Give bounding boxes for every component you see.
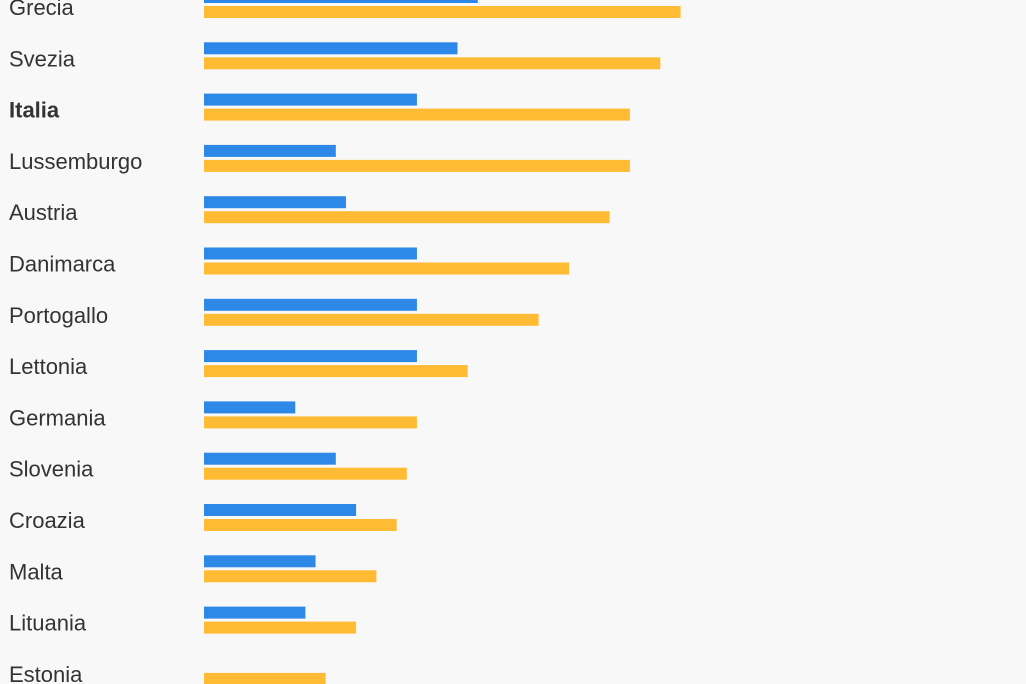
bar-series2-danimarca — [204, 262, 570, 275]
category-label-croazia: Croazia — [9, 508, 86, 533]
bar-series1-portogallo — [204, 298, 417, 311]
bar-series1-grecia — [204, 0, 478, 3]
bar-series2-austria — [204, 211, 610, 224]
category-label-lettonia: Lettonia — [9, 354, 88, 379]
bar-series1-svezia — [204, 42, 458, 55]
bar-series2-italia — [204, 108, 630, 121]
bar-series1-croazia — [204, 504, 357, 516]
bar-series1-germania — [204, 401, 296, 414]
category-label-lussemburgo: Lussemburgo — [9, 149, 142, 174]
bar-series1-lussemburgo — [204, 144, 336, 157]
bar-series1-austria — [204, 196, 346, 209]
bar-series2-portogallo — [204, 313, 539, 326]
bar-series2-lituania — [204, 621, 357, 634]
bar-series1-slovenia — [204, 452, 336, 465]
bars — [204, 0, 681, 684]
bar-series1-danimarca — [204, 247, 417, 260]
bar-series2-lussemburgo — [204, 159, 630, 172]
category-labels: Grecia Svezia Italia Lussemburgo Austria Dani… — [9, 0, 142, 684]
category-label-italia: Italia — [9, 98, 60, 123]
category-label-svezia: Svezia — [9, 46, 76, 71]
bar-series2-malta — [204, 570, 377, 583]
bar-series2-slovenia — [204, 467, 407, 480]
category-label-portogallo: Portogallo — [9, 303, 108, 328]
category-label-danimarca: Danimarca — [9, 252, 116, 277]
bar-series2-croazia — [204, 519, 397, 531]
bar-series2-lettonia — [204, 365, 468, 378]
bar-series2-germania — [204, 416, 417, 429]
category-label-austria: Austria — [9, 200, 78, 225]
bar-series2-grecia — [204, 6, 681, 18]
category-label-grecia: Grecia — [9, 0, 75, 20]
bar-series2-svezia — [204, 57, 661, 70]
bar-series1-italia — [204, 93, 417, 106]
bar-series1-malta — [204, 555, 316, 568]
bar-series2-estonia — [204, 672, 326, 684]
bar-series1-lettonia — [204, 350, 417, 363]
category-label-germania: Germania — [9, 405, 106, 430]
category-label-malta: Malta — [9, 559, 64, 584]
bar-series1-lituania — [204, 606, 306, 619]
category-label-slovenia: Slovenia — [9, 457, 94, 482]
category-label-lituania: Lituania — [9, 611, 87, 636]
category-label-estonia: Estonia — [9, 662, 83, 684]
